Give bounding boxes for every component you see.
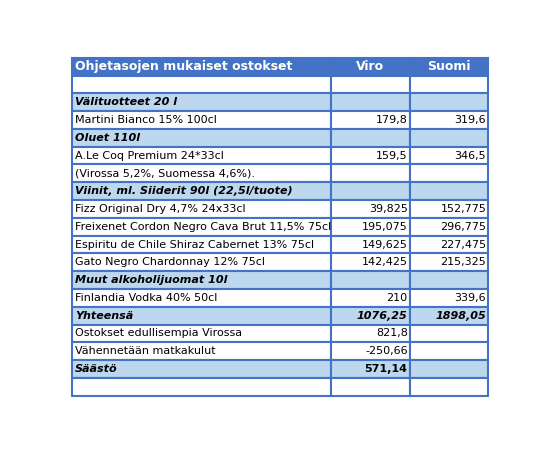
Bar xyxy=(331,75,410,93)
Bar xyxy=(72,325,331,343)
Text: Viro: Viro xyxy=(357,60,385,73)
Bar xyxy=(72,200,331,218)
Bar xyxy=(72,58,331,75)
Text: 227,475: 227,475 xyxy=(440,239,486,250)
Bar xyxy=(72,378,331,396)
Text: Viinit, ml. Siiderit 90l (22,5l/tuote): Viinit, ml. Siiderit 90l (22,5l/tuote) xyxy=(75,186,293,196)
Text: Martini Bianco 15% 100cl: Martini Bianco 15% 100cl xyxy=(75,115,217,125)
Text: 296,775: 296,775 xyxy=(440,222,486,232)
Bar xyxy=(410,289,488,307)
Text: A.Le Coq Premium 24*33cl: A.Le Coq Premium 24*33cl xyxy=(75,150,224,161)
Text: 142,425: 142,425 xyxy=(362,257,408,267)
Bar xyxy=(331,129,410,147)
Bar xyxy=(331,111,410,129)
Bar xyxy=(72,129,331,147)
Text: 346,5: 346,5 xyxy=(455,150,486,161)
Bar xyxy=(410,93,488,111)
Bar xyxy=(410,129,488,147)
Text: Ohjetasojen mukaiset ostokset: Ohjetasojen mukaiset ostokset xyxy=(75,60,293,73)
Bar xyxy=(331,147,410,164)
Bar xyxy=(410,75,488,93)
Text: 210: 210 xyxy=(387,293,408,303)
Bar xyxy=(331,307,410,325)
Bar xyxy=(331,271,410,289)
Text: 319,6: 319,6 xyxy=(455,115,486,125)
Text: 1076,25: 1076,25 xyxy=(357,311,408,321)
Text: 1898,05: 1898,05 xyxy=(435,311,486,321)
Text: 39,825: 39,825 xyxy=(369,204,408,214)
Bar xyxy=(410,271,488,289)
Bar xyxy=(72,271,331,289)
Text: Suomi: Suomi xyxy=(427,60,471,73)
Text: Gato Negro Chardonnay 12% 75cl: Gato Negro Chardonnay 12% 75cl xyxy=(75,257,265,267)
Bar xyxy=(331,218,410,236)
Bar xyxy=(410,218,488,236)
Bar xyxy=(410,325,488,343)
Text: 821,8: 821,8 xyxy=(376,329,408,339)
Bar xyxy=(331,236,410,253)
Bar xyxy=(72,236,331,253)
Text: Finlandia Vodka 40% 50cl: Finlandia Vodka 40% 50cl xyxy=(75,293,218,303)
Bar xyxy=(72,182,331,200)
Bar xyxy=(72,360,331,378)
Text: 195,075: 195,075 xyxy=(362,222,408,232)
Bar xyxy=(410,164,488,182)
Text: 149,625: 149,625 xyxy=(362,239,408,250)
Text: -250,66: -250,66 xyxy=(365,346,408,357)
Bar xyxy=(72,164,331,182)
Bar xyxy=(410,378,488,396)
Text: Ostokset edullisempia Virossa: Ostokset edullisempia Virossa xyxy=(75,329,242,339)
Text: 179,8: 179,8 xyxy=(376,115,408,125)
Bar xyxy=(331,164,410,182)
Text: Espiritu de Chile Shiraz Cabernet 13% 75cl: Espiritu de Chile Shiraz Cabernet 13% 75… xyxy=(75,239,315,250)
Bar xyxy=(72,93,331,111)
Bar xyxy=(72,218,331,236)
Bar xyxy=(72,111,331,129)
Text: Fizz Original Dry 4,7% 24x33cl: Fizz Original Dry 4,7% 24x33cl xyxy=(75,204,246,214)
Bar xyxy=(72,307,331,325)
Bar xyxy=(331,93,410,111)
Text: Muut alkoholijuomat 10l: Muut alkoholijuomat 10l xyxy=(75,275,228,285)
Bar xyxy=(410,58,488,75)
Bar xyxy=(331,58,410,75)
Bar xyxy=(72,75,331,93)
Bar xyxy=(410,182,488,200)
Text: Yhteensä: Yhteensä xyxy=(75,311,133,321)
Bar xyxy=(331,253,410,271)
Text: Freixenet Cordon Negro Cava Brut 11,5% 75cl: Freixenet Cordon Negro Cava Brut 11,5% 7… xyxy=(75,222,331,232)
Bar xyxy=(410,307,488,325)
Text: 159,5: 159,5 xyxy=(376,150,408,161)
Bar xyxy=(331,360,410,378)
Text: 152,775: 152,775 xyxy=(440,204,486,214)
Text: Välituotteet 20 l: Välituotteet 20 l xyxy=(75,97,177,107)
Bar xyxy=(72,253,331,271)
Bar xyxy=(410,236,488,253)
Bar xyxy=(331,200,410,218)
Text: Oluet 110l: Oluet 110l xyxy=(75,133,141,143)
Bar xyxy=(331,289,410,307)
Bar xyxy=(72,147,331,164)
Text: Säästö: Säästö xyxy=(75,364,118,374)
Bar xyxy=(410,111,488,129)
Text: Vähennetään matkakulut: Vähennetään matkakulut xyxy=(75,346,216,357)
Text: 215,325: 215,325 xyxy=(440,257,486,267)
Bar xyxy=(410,147,488,164)
Text: 571,14: 571,14 xyxy=(365,364,408,374)
Bar xyxy=(331,378,410,396)
Bar xyxy=(410,253,488,271)
Bar xyxy=(410,360,488,378)
Bar xyxy=(331,325,410,343)
Bar xyxy=(410,343,488,360)
Bar xyxy=(331,182,410,200)
Bar xyxy=(410,200,488,218)
Bar xyxy=(72,289,331,307)
Bar xyxy=(72,343,331,360)
Text: 339,6: 339,6 xyxy=(455,293,486,303)
Text: (Virossa 5,2%, Suomessa 4,6%).: (Virossa 5,2%, Suomessa 4,6%). xyxy=(75,168,255,178)
Bar xyxy=(331,343,410,360)
